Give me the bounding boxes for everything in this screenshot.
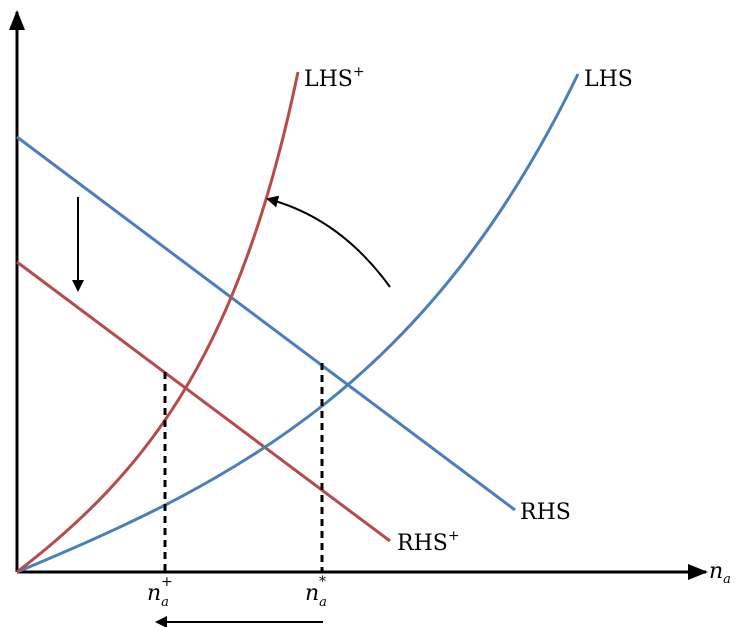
- rotation-arrow: [266, 195, 391, 288]
- n-star-label: na*: [305, 574, 327, 610]
- rhs-plus-label: RHS+: [397, 528, 460, 556]
- n-plus-label: na+: [147, 574, 173, 610]
- lhs-curve: [16, 73, 580, 574]
- x-axis-label: na: [709, 559, 731, 587]
- rhs-plus-line: [16, 260, 391, 543]
- rhs-line: [16, 135, 516, 512]
- lhs-plus-curve: [16, 71, 300, 574]
- rhs-label: RHS: [520, 500, 571, 525]
- lhs-label: LHS: [584, 67, 633, 92]
- lhs-plus-label: LHS+: [304, 64, 365, 92]
